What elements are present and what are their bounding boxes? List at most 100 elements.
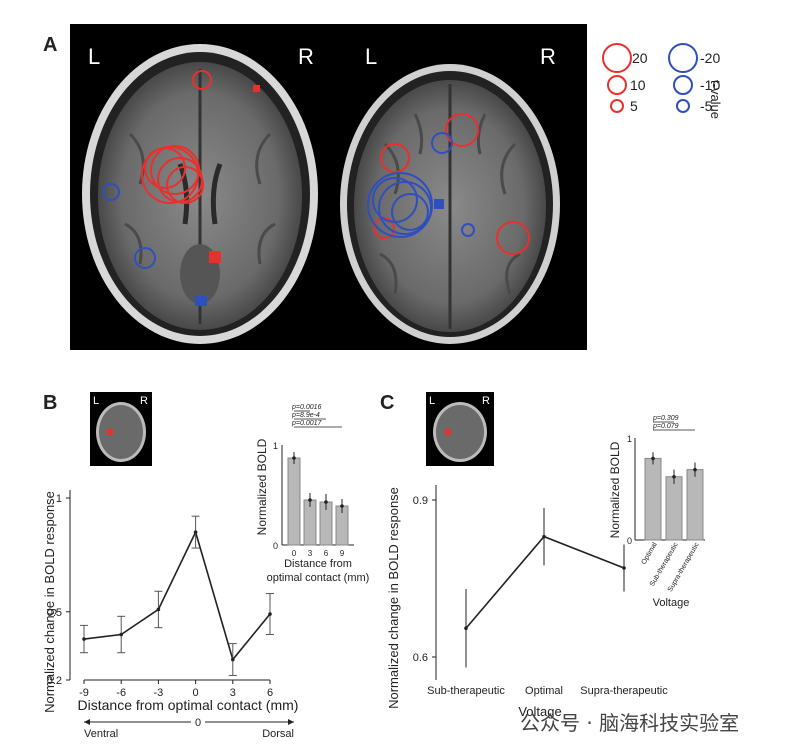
- legend-red-5: 5: [630, 98, 638, 114]
- deactivation-circle: [134, 247, 156, 269]
- b-inset-pvalue: p=0.0017: [291, 420, 322, 427]
- panel-c-thumbnail: L R: [426, 392, 494, 466]
- b-inset-pvalue: p=0.0016: [291, 404, 321, 411]
- activation-circle: [496, 221, 530, 255]
- b-inset-xtick: 9: [340, 549, 345, 558]
- deactivation-circle: [102, 183, 120, 201]
- c-inset-point: [651, 456, 655, 461]
- c-inset-xlabel: Voltage: [653, 597, 690, 609]
- b-dorsal-label: Dorsal: [262, 728, 294, 740]
- b-inset-xtick: 3: [308, 549, 313, 558]
- c-point: [542, 534, 546, 539]
- b-point: [156, 607, 161, 612]
- deactivation-circle: [461, 223, 475, 237]
- legend-blue-large: [668, 43, 698, 73]
- c-inset-bar: [644, 457, 662, 541]
- mri-right-R-label: R: [540, 44, 556, 69]
- c-ytick-label: 0.6: [413, 652, 428, 664]
- deactivation-circle: [391, 193, 429, 231]
- c-inset-point: [693, 467, 697, 472]
- c-ylabel: Normalized change in BOLD response: [386, 487, 401, 709]
- b-xtick-label: -6: [116, 687, 126, 699]
- legend-red-10: 10: [630, 77, 646, 93]
- legend-blue-medium: [673, 75, 693, 95]
- activation-overlay: [102, 70, 530, 306]
- c-point: [622, 566, 626, 570]
- activation-circle: [445, 113, 479, 147]
- b-inset-point: [292, 456, 296, 460]
- legend-red-20: 20: [632, 50, 648, 66]
- thumb-c-L: L: [429, 395, 436, 407]
- watermark: 公众号 · 脑海科技实验室: [520, 711, 740, 735]
- panel-a-letter: A: [43, 34, 58, 56]
- panel-a-mri-right: L R: [325, 24, 587, 350]
- deactivation-circle: [367, 172, 433, 238]
- deactivation-circle: [378, 181, 432, 235]
- c-inset-bar: [665, 476, 683, 541]
- mri-left-R-label: R: [298, 44, 314, 69]
- negative-activations: [102, 132, 475, 269]
- b-inset-point: [308, 498, 312, 502]
- deactivation-circle: [431, 132, 453, 154]
- c-xlabel: Voltage: [518, 704, 561, 719]
- b-inset-xtick: 6: [324, 549, 329, 558]
- thumb-b-L: L: [93, 395, 100, 407]
- legend-blue-5: -5: [700, 98, 713, 114]
- panel-b-thumbnail: L R: [90, 392, 152, 466]
- activation-circle: [166, 166, 204, 204]
- b-ytick-label: 0.5: [47, 607, 62, 619]
- legend-red-medium: [607, 75, 627, 95]
- panel-b-line-chart: Normalized change in BOLD response 1 0.5 0…: [42, 490, 298, 740]
- b-ylabel: Normalized change in BOLD response: [42, 491, 57, 713]
- b-inset-ytick-bottom: 0: [273, 541, 278, 551]
- b-xtick-label: -3: [154, 687, 164, 699]
- b-inset-point: [324, 500, 328, 504]
- activation-circle: [380, 143, 410, 173]
- b-inset-pvalue: p=8.9e-4: [291, 412, 320, 419]
- c-xtick-label: Sub-therapeutic: [427, 685, 505, 697]
- b-inset-bar: [287, 457, 301, 546]
- activation-marker: [253, 85, 260, 92]
- b-zero-label: 0: [195, 717, 201, 729]
- thumb-c-R: R: [482, 395, 490, 407]
- b-ventral-label: Ventral: [84, 728, 118, 740]
- mri-left-L-label: L: [88, 44, 101, 69]
- b-inset-ytick-top: 1: [273, 441, 278, 451]
- b-xtick-label: 0: [193, 687, 199, 699]
- c-inset-bar: [686, 469, 704, 541]
- b-ytick-label: 0.2: [47, 675, 62, 687]
- c-inset-pvalue: p=0.079: [652, 423, 679, 430]
- c-inset-ytick-top: 1: [627, 434, 632, 444]
- axial-mri-right: [340, 64, 560, 344]
- b-xtick-label: 3: [230, 687, 236, 699]
- legend-title: t-value: [708, 80, 723, 120]
- legend-blue-small: [676, 99, 690, 113]
- c-series-line: [465, 535, 625, 629]
- panel-b-inset-bar: Normalized BOLD 1 0 p=0.0016p=8.9e-4p=0.…: [255, 404, 370, 584]
- b-point: [268, 612, 272, 616]
- b-series-line: [83, 529, 271, 662]
- c-point: [464, 626, 468, 631]
- b-inset-xlabel-2: optimal contact (mm): [267, 572, 370, 584]
- panel-c-line-chart: Normalized change in BOLD response 0.9 0.…: [386, 485, 668, 719]
- b-point: [193, 530, 198, 534]
- legend-blue-20: -20: [700, 50, 721, 66]
- legend-red-large: [602, 43, 632, 73]
- b-point: [82, 637, 86, 641]
- t-value-legend: [602, 43, 698, 113]
- c-inset-pvalue: p=0.309: [652, 415, 679, 422]
- activation-circle: [192, 70, 212, 90]
- b-ytick-label: 1: [56, 493, 62, 505]
- c-xtick-label: Optimal: [525, 685, 563, 697]
- b-xtick-label: -9: [79, 687, 89, 699]
- thumb-c-marker: [445, 429, 451, 435]
- c-inset-ytick-bottom: 0: [627, 536, 632, 546]
- activation-marker: [209, 251, 221, 263]
- c-ytick-label: 0.9: [413, 495, 428, 507]
- b-xtick-label: 6: [267, 687, 273, 699]
- c-inset-point: [672, 474, 676, 479]
- b-inset-xtick: 0: [292, 549, 297, 558]
- c-xtick-label: Supra-therapeutic: [580, 685, 668, 697]
- thumb-b-R: R: [140, 395, 148, 407]
